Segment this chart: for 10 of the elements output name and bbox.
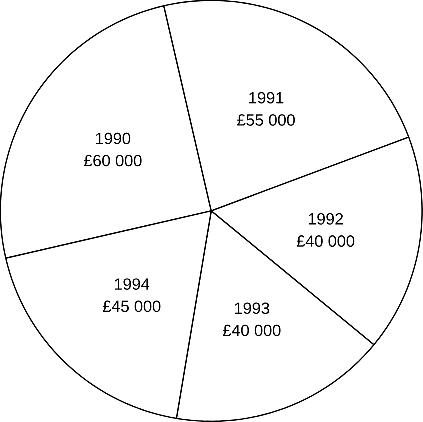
data-label: £45 000 [103,300,161,312]
slice-label: 1991 [250,92,284,104]
slice-label: 1990 [96,132,131,144]
slice-label: 1993 [235,302,270,314]
data-label: £55 000 [237,114,296,126]
data-label: £40 000 [296,235,355,247]
data-label: £60 000 [84,155,142,166]
slice-label: 1992 [309,213,344,225]
slice-label: 1994 [115,278,150,290]
data-label: £40 000 [223,324,281,336]
